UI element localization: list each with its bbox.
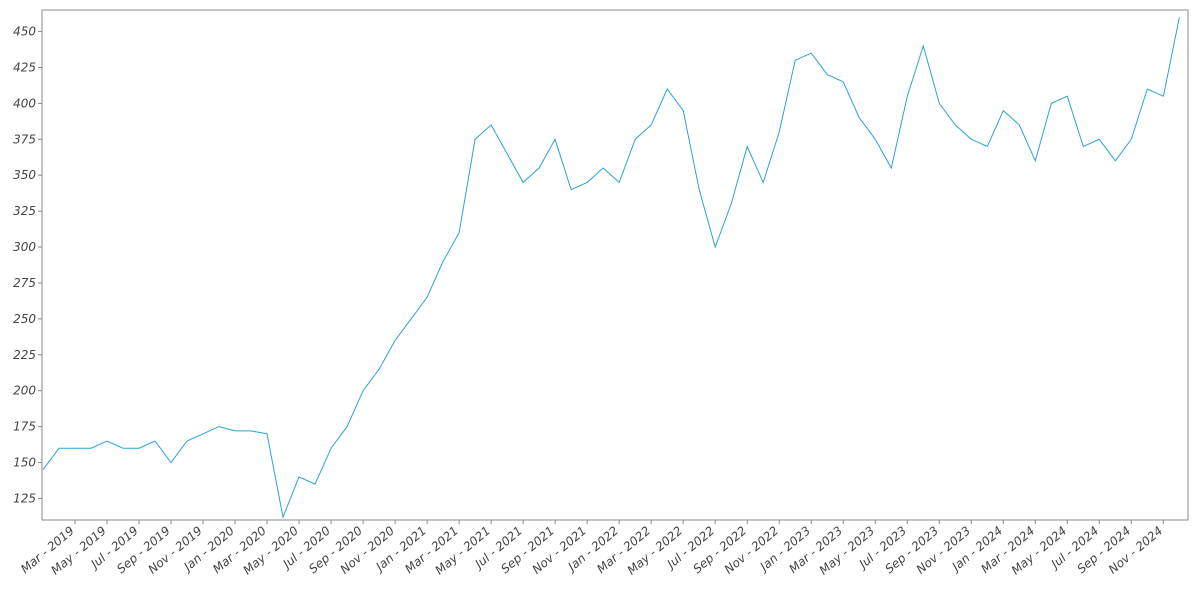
y-tick-label: 400 (13, 96, 36, 110)
price-line (42, 17, 1180, 519)
y-tick-label: 425 (13, 60, 36, 74)
y-tick-label: 325 (13, 204, 36, 218)
y-tick-label: 300 (13, 240, 36, 254)
y-tick-label: 125 (13, 491, 36, 505)
y-tick-label: 275 (13, 276, 36, 290)
y-tick-label: 450 (13, 25, 36, 39)
plot-frame (41, 9, 1189, 521)
y-tick-label: 250 (13, 312, 36, 326)
y-tick-label: 350 (13, 168, 36, 182)
y-tick-label: 375 (13, 132, 36, 146)
y-tick-label: 200 (13, 384, 36, 398)
y-tick-label: 225 (13, 348, 36, 362)
y-tick-label: 175 (13, 420, 36, 434)
y-tick-label: 150 (13, 456, 36, 470)
